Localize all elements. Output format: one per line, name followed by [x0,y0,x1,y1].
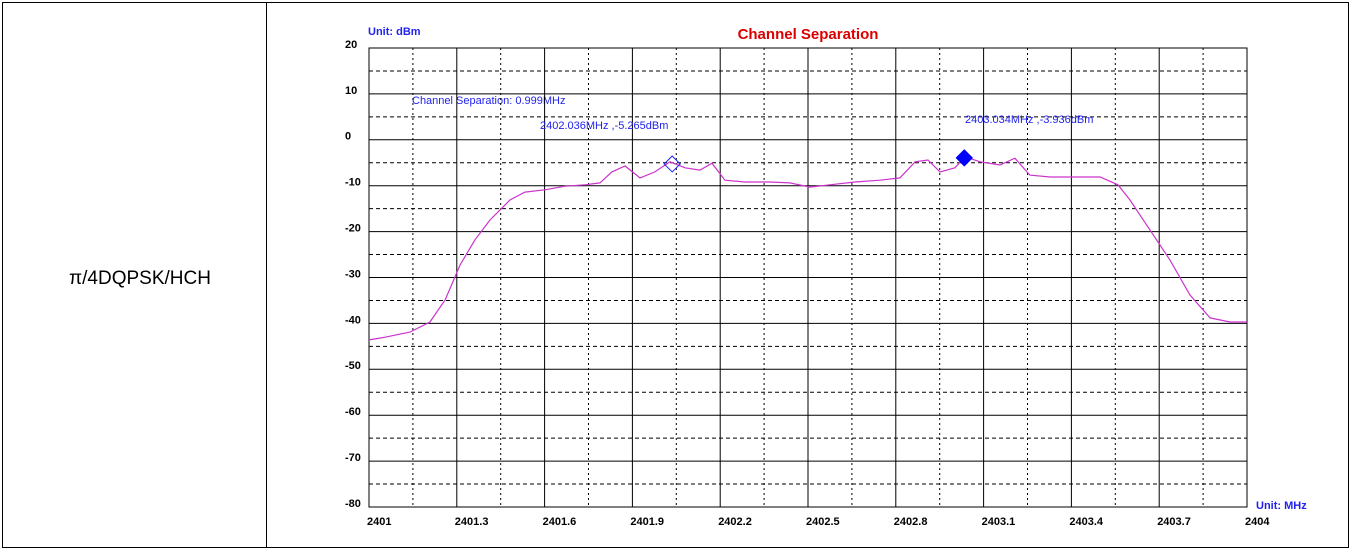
x-tick-label: 2403.1 [982,516,1016,528]
y-tick-label: -40 [345,314,361,326]
marker [663,155,681,173]
row-label: π/4DQPSK/HCH [69,268,211,289]
y-tick-label: -70 [345,452,361,464]
x-tick-label: 2401.9 [630,516,664,528]
x-tick-label: 2401.3 [455,516,489,528]
y-tick-label: -10 [345,177,361,189]
y-tick-label: -80 [345,498,361,510]
table-border [2,2,1349,548]
x-tick-label: 2402.5 [806,516,840,528]
y-tick-label: 0 [345,131,351,143]
marker-label: 2403.034MHz ,-3.936dBm [965,114,1093,126]
x-tick-label: 2402.2 [718,516,752,528]
y-tick-label: -20 [345,223,361,235]
y-tick-label: -60 [345,406,361,418]
x-tick-label: 2404 [1245,516,1270,528]
annotation: Channel Separation: 0.999MHz [412,95,565,107]
x-tick-label: 2403.7 [1157,516,1191,528]
y-tick-label: 20 [345,39,357,51]
x-axis-label: Unit: MHz [1256,500,1307,512]
chart-title: Channel Separation [738,26,879,43]
trace [368,156,1247,341]
y-tick-label: 10 [345,85,357,97]
marker-label: 2402.036MHz ,-5.265dBm [540,120,668,132]
x-tick-label: 2401 [367,516,391,528]
marker [955,149,973,167]
x-tick-label: 2402.8 [894,516,928,528]
x-tick-label: 2403.4 [1069,516,1104,528]
x-tick-label: 2401.6 [543,516,577,528]
y-axis-label: Unit: dBm [368,26,421,38]
plot-frame [368,47,1248,508]
y-tick-label: -30 [345,268,361,280]
y-tick-label: -50 [345,360,361,372]
